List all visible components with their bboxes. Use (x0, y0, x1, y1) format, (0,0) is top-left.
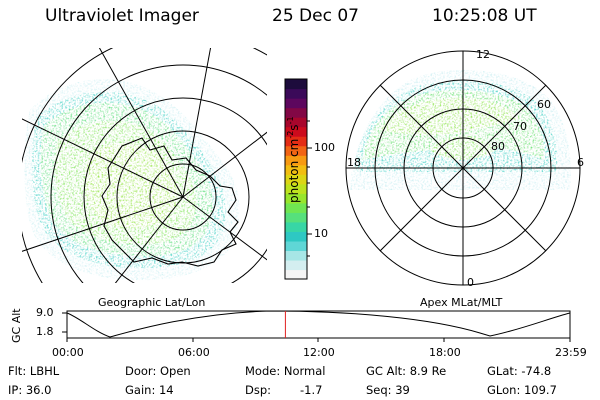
altitude-plot (62, 310, 571, 342)
time-tick-1800: 18:00 (429, 346, 461, 359)
status-gain: Gain: 14 (125, 383, 174, 397)
aurora-emission-geographic (24, 79, 240, 281)
time-tick-0600: 06:00 (178, 346, 210, 359)
status-dsp-label: Dsp: (245, 383, 272, 397)
colorbar-swatch (285, 155, 307, 166)
colorbar-swatch (285, 126, 307, 137)
mlt-lines (346, 51, 580, 285)
colorbar-ticks (307, 120, 312, 257)
header-date: 25 Dec 07 (272, 6, 359, 26)
mlat-label-70: 70 (513, 120, 527, 133)
colorbar-swatch (285, 212, 307, 223)
colorbar-swatch (285, 269, 307, 280)
mlat-label-60: 60 (537, 98, 551, 111)
colorbar-swatch (285, 136, 307, 147)
colorbar-swatch (285, 193, 307, 204)
magnetic-caption: Apex MLat/MLT (420, 296, 503, 309)
app-title: Ultraviolet Imager (45, 6, 199, 26)
colorbar-swatch (285, 98, 307, 109)
colorbar-swatch (285, 88, 307, 99)
mlt-label-6: 6 (577, 156, 584, 169)
altitude-curve (66, 310, 571, 338)
geographic-map (22, 48, 267, 283)
meridians (22, 48, 267, 283)
status-mode: Mode: Normal (245, 364, 326, 378)
colorbar-swatch (285, 202, 307, 213)
status-ip: IP: 36.0 (8, 383, 52, 397)
status-gc-alt: GC Alt: 8.9 Re (366, 364, 447, 378)
colorbar-unit-label: photon cm-2s-1 (286, 116, 301, 203)
altitude-ticks (62, 312, 571, 342)
altitude-ylabel: GC Alt (10, 308, 23, 343)
colorbar-swatch (285, 221, 307, 232)
time-tick-2359: 23:59 (555, 346, 587, 359)
status-glat: GLat: -74.8 (487, 364, 552, 378)
time-tick-1200: 12:00 (303, 346, 335, 359)
status-glon: GLon: 109.7 (487, 383, 557, 397)
colorbar (285, 79, 307, 280)
coastline (101, 137, 239, 267)
colorbar-swatch (285, 117, 307, 128)
colorbar-swatch (285, 79, 307, 90)
colorbar-swatch (285, 164, 307, 175)
colorbar-swatch (285, 231, 307, 242)
latitude-circles (22, 48, 267, 283)
altitude-ytick-high: 9.0 (36, 306, 54, 319)
colorbar-swatch (285, 250, 307, 261)
status-filter: Flt: LBHL (8, 364, 60, 378)
colorbar-tick-10: 10 (314, 227, 328, 240)
colorbar-swatch (285, 145, 307, 156)
mlt-label-12: 12 (476, 48, 490, 61)
aurora-emission-magnetic (350, 69, 571, 190)
mlt-label-18: 18 (347, 156, 361, 169)
geographic-caption: Geographic Lat/Lon (98, 296, 206, 309)
magnetic-polar-plot (345, 50, 581, 286)
status-seq: Seq: 39 (366, 383, 410, 397)
colorbar-swatch (285, 174, 307, 185)
colorbar-swatch (285, 183, 307, 194)
status-dsp-value: -1.7 (300, 383, 323, 397)
colorbar-swatch (285, 240, 307, 252)
time-tick-0000: 00:00 (52, 346, 84, 359)
mlt-label-0: 0 (467, 276, 474, 289)
status-door: Door: Open (125, 364, 191, 378)
colorbar-tick-100: 100 (314, 141, 335, 154)
colorbar-swatch (285, 107, 307, 118)
header-time: 10:25:08 UT (432, 6, 537, 26)
colorbar-swatch (285, 259, 307, 271)
altitude-ytick-low: 1.8 (36, 325, 54, 338)
mlat-label-80: 80 (491, 140, 505, 153)
